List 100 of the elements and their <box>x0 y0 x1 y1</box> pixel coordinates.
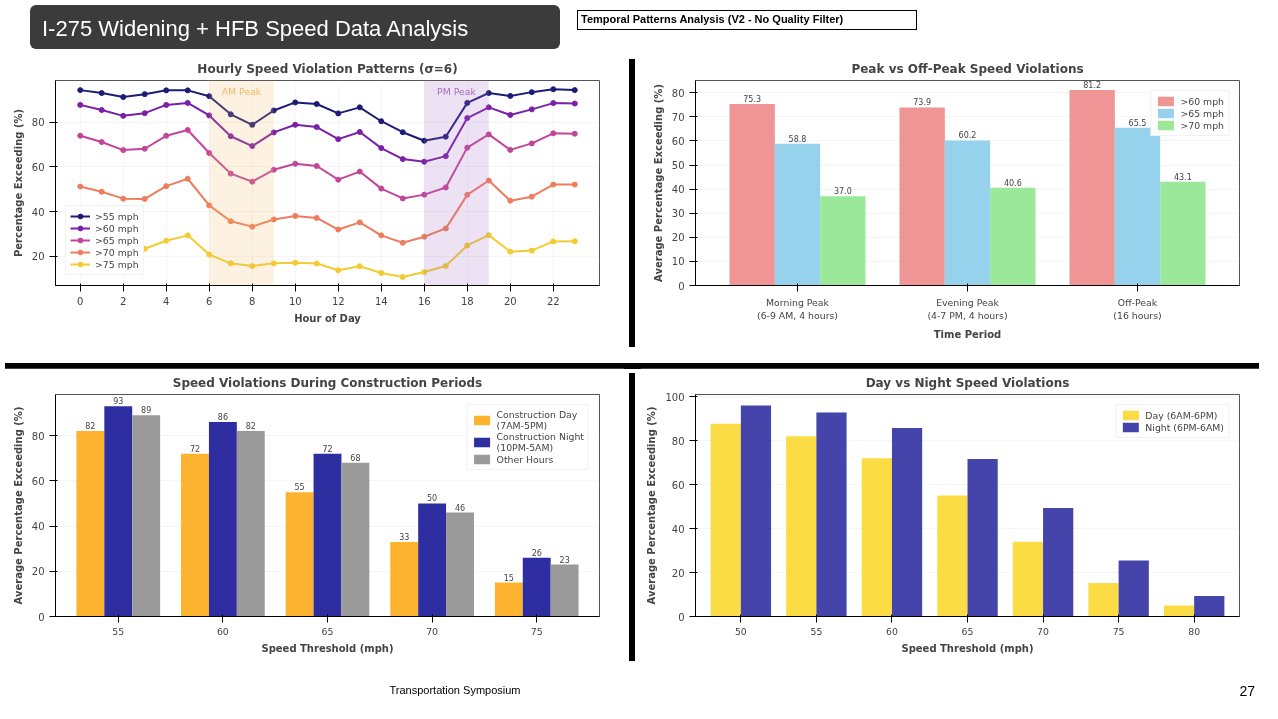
point <box>227 260 234 267</box>
point <box>378 185 385 192</box>
x-tick-label: 18 <box>460 295 474 307</box>
y-tick-label: 40 <box>671 184 685 196</box>
chart-title: Hourly Speed Violation Patterns (σ=6) <box>197 61 458 76</box>
point <box>77 132 84 139</box>
point <box>120 112 127 119</box>
point <box>141 110 148 117</box>
y-tick-label: 100 <box>665 391 685 403</box>
point <box>464 144 471 151</box>
x-tick-label: Off-Peak (16 hours) <box>1113 296 1162 321</box>
point <box>442 263 449 270</box>
bar <box>820 196 866 286</box>
bar <box>1160 181 1206 286</box>
text: Temporal Patterns Analysis (V2 - No Quality Filter) <box>581 12 844 27</box>
point <box>227 170 234 177</box>
point <box>141 91 148 98</box>
legend-label: Night (6PM-6AM) <box>1145 421 1224 433</box>
x-tick-label: Evening Peak (4-7 PM, 4 hours) <box>927 296 1008 321</box>
point <box>292 212 299 219</box>
point <box>335 110 342 117</box>
point <box>184 175 191 182</box>
point <box>141 195 148 202</box>
point <box>313 124 320 131</box>
data-label: 81.2 <box>1083 80 1102 90</box>
legend-label: >75 mph <box>95 258 139 270</box>
x-tick-label: 80 <box>1188 625 1201 637</box>
x-axis-title: Speed Threshold (mph) <box>261 642 394 654</box>
point <box>507 197 514 204</box>
point <box>571 87 578 94</box>
legend-label: Day (6AM-6PM) <box>1145 409 1218 421</box>
point <box>464 99 471 106</box>
bar <box>1069 89 1115 286</box>
data-label: 43.1 <box>1173 172 1192 182</box>
point <box>313 260 320 267</box>
point <box>507 111 514 118</box>
y-tick-label: 40 <box>31 521 45 533</box>
point <box>442 184 449 191</box>
point <box>485 232 492 239</box>
bar <box>418 503 447 617</box>
x-tick-label: 8 <box>249 295 256 307</box>
bar <box>1163 605 1195 617</box>
y-tick-label: 80 <box>31 117 45 129</box>
y-tick-label: 20 <box>671 232 685 244</box>
point <box>507 92 514 99</box>
bar <box>967 458 998 617</box>
data-label: 89 <box>141 406 152 416</box>
legend-label: >65 mph <box>95 234 139 246</box>
point <box>163 237 170 244</box>
point <box>421 137 428 144</box>
data-label: 72 <box>189 444 201 454</box>
data-label: 40.6 <box>1003 178 1022 188</box>
x-axis-title: Speed Threshold (mph) <box>901 642 1034 654</box>
x-tick-label: 16 <box>417 295 431 307</box>
bar <box>522 557 551 617</box>
bar <box>861 458 892 617</box>
x-tick-label: 22 <box>546 295 560 307</box>
point <box>399 239 406 246</box>
x-tick-label: 75 <box>1112 625 1125 637</box>
data-label: 82 <box>245 422 256 432</box>
point <box>249 263 256 270</box>
x-tick-label: 2 <box>120 295 127 307</box>
y-tick-label: 80 <box>31 430 45 442</box>
point <box>335 267 342 274</box>
data-label: 33 <box>399 532 410 542</box>
bar <box>1114 127 1161 286</box>
bar <box>550 564 579 617</box>
data-label: 58.8 <box>788 134 807 144</box>
point <box>163 132 170 139</box>
point <box>98 90 105 97</box>
bar <box>104 406 133 617</box>
chart-title: Peak vs Off-Peak Speed Violations <box>851 61 1084 76</box>
y-axis-title: Percentage Exceeding (%) <box>12 108 24 258</box>
bar <box>76 431 105 617</box>
x-tick-label: Morning Peak (6-9 AM, 4 hours) <box>757 296 838 321</box>
chart-title: Day vs Night Speed Violations <box>865 375 1070 390</box>
point <box>571 130 578 137</box>
point <box>313 163 320 169</box>
point <box>378 118 385 125</box>
bar <box>236 431 265 617</box>
point <box>378 145 385 152</box>
point <box>442 225 449 232</box>
point <box>270 107 277 114</box>
data-label: 93 <box>113 397 124 407</box>
x-tick-label: 75 <box>530 625 543 637</box>
x-tick-label: 55 <box>810 625 823 637</box>
point <box>378 232 385 239</box>
y-axis-title: Average Percentage Exceeding (%) <box>652 84 664 282</box>
x-tick-label: 6 <box>206 295 213 307</box>
point <box>528 193 535 200</box>
x-tick-label: 70 <box>426 625 439 637</box>
point <box>270 260 277 267</box>
x-tick-label: 60 <box>216 625 229 637</box>
bar <box>1088 583 1119 617</box>
point <box>464 191 471 198</box>
data-label: 37.0 <box>833 187 852 197</box>
data-label: 75.3 <box>743 95 762 105</box>
point <box>206 202 213 209</box>
chart-title: Speed Violations During Construction Periods <box>172 375 483 390</box>
point <box>206 93 213 100</box>
